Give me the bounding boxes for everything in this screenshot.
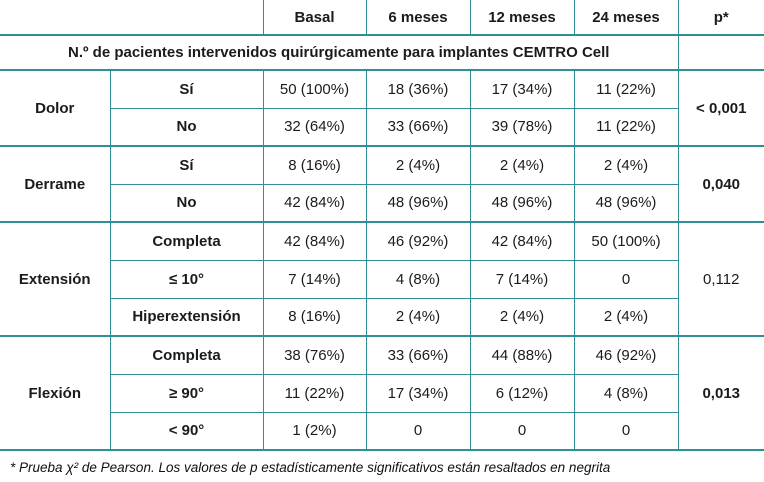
data-cell: 11 (22%) (573, 107, 678, 146)
data-cell: 7 (14%) (262, 259, 366, 298)
data-cell: 17 (34%) (469, 69, 574, 108)
p-value-flexion: 0,013 (677, 335, 764, 450)
p-value-extension: 0,112 (677, 221, 764, 336)
table-row: Derrame Sí 8 (16%) 2 (4%) 2 (4%) 2 (4%) … (0, 145, 764, 222)
data-cell: 42 (84%) (469, 221, 574, 260)
data-cell: 32 (64%) (262, 107, 366, 146)
data-cell: 2 (4%) (573, 145, 678, 184)
data-cell: 46 (92%) (573, 335, 678, 374)
column-header-6-meses: 6 meses (365, 0, 470, 36)
data-cell: 50 (100%) (262, 69, 366, 108)
header-corner-cell (0, 0, 263, 36)
data-cell: 8 (16%) (262, 297, 366, 336)
data-cell: 4 (8%) (365, 259, 470, 298)
data-cell: 7 (14%) (469, 259, 574, 298)
data-cell: 6 (12%) (469, 373, 574, 412)
table-row: ≥ 90° 11 (22%) 17 (34%) 6 (12%) 4 (8%) (0, 373, 764, 412)
data-cell: 2 (4%) (365, 145, 470, 184)
data-cell: 33 (66%) (365, 335, 470, 374)
data-cell: 8 (16%) (262, 145, 366, 184)
row-label: Sí (109, 145, 263, 184)
table-row: Hiperextensión 8 (16%) 2 (4%) 2 (4%) 2 (… (0, 297, 764, 336)
data-cell: 48 (96%) (573, 183, 678, 222)
data-cell: 44 (88%) (469, 335, 574, 374)
data-cell: 0 (469, 411, 574, 450)
data-cell: 48 (96%) (365, 183, 470, 222)
spanning-title: N.º de pacientes intervenidos quirúrgica… (0, 35, 678, 71)
spanning-title-row: N.º de pacientes intervenidos quirúrgica… (0, 35, 764, 71)
data-cell: 42 (84%) (262, 221, 366, 260)
row-label: Hiperextensión (109, 297, 263, 336)
data-cell: 18 (36%) (365, 69, 470, 108)
group-label-flexion: Flexión (0, 335, 110, 450)
data-cell: 17 (34%) (365, 373, 470, 412)
table-row: ≤ 10° 7 (14%) 4 (8%) 7 (14%) 0 (0, 259, 764, 298)
table-footnote: * Prueba χ² de Pearson. Los valores de p… (10, 460, 611, 475)
data-cell: 48 (96%) (469, 183, 574, 222)
data-cell: 39 (78%) (469, 107, 574, 146)
data-cell: 11 (22%) (573, 69, 678, 108)
row-label: ≤ 10° (109, 259, 263, 298)
table-row: Extensión Completa 42 (84%) 46 (92%) 42 … (0, 221, 764, 336)
row-label: No (109, 107, 263, 146)
data-cell: 11 (22%) (262, 373, 366, 412)
table-row: < 90° 1 (2%) 0 0 0 (0, 411, 764, 450)
column-header-12-meses: 12 meses (469, 0, 574, 36)
data-cell: 2 (4%) (469, 297, 574, 336)
column-header-p: p* (677, 0, 764, 36)
data-cell: 33 (66%) (365, 107, 470, 146)
column-header-24-meses: 24 meses (573, 0, 678, 36)
row-label: ≥ 90° (109, 373, 263, 412)
group-label-extension: Extensión (0, 221, 110, 336)
row-label: Sí (109, 69, 263, 108)
row-label: No (109, 183, 263, 222)
data-cell: 1 (2%) (262, 411, 366, 450)
data-cell: 2 (4%) (469, 145, 574, 184)
p-value-derrame: 0,040 (677, 145, 764, 222)
header-row: Basal 6 meses 12 meses 24 meses p* (0, 0, 764, 36)
table-row: No 42 (84%) 48 (96%) 48 (96%) 48 (96%) (0, 183, 764, 222)
table-row: No 32 (64%) 33 (66%) 39 (78%) 11 (22%) (0, 107, 764, 146)
group-label-derrame: Derrame (0, 145, 110, 222)
data-cell: 4 (8%) (573, 373, 678, 412)
data-cell: 2 (4%) (365, 297, 470, 336)
column-header-basal: Basal (262, 0, 366, 36)
data-cell: 50 (100%) (573, 221, 678, 260)
row-label: < 90° (109, 411, 263, 450)
table-row: Dolor Sí 50 (100%) 18 (36%) 17 (34%) 11 … (0, 69, 764, 146)
data-cell: 38 (76%) (262, 335, 366, 374)
row-label: Completa (109, 221, 263, 260)
spanning-row-p-cell (677, 35, 764, 71)
data-cell: 0 (573, 259, 678, 298)
data-cell: 46 (92%) (365, 221, 470, 260)
data-cell: 2 (4%) (573, 297, 678, 336)
data-cell: 42 (84%) (262, 183, 366, 222)
data-cell: 0 (365, 411, 470, 450)
table-row: Flexión Completa 38 (76%) 33 (66%) 44 (8… (0, 335, 764, 450)
data-cell: 0 (573, 411, 678, 450)
results-table: Basal 6 meses 12 meses 24 meses p* N.º d… (0, 0, 764, 451)
row-label: Completa (109, 335, 263, 374)
group-label-dolor: Dolor (0, 69, 110, 146)
p-value-dolor: < 0,001 (677, 69, 764, 146)
